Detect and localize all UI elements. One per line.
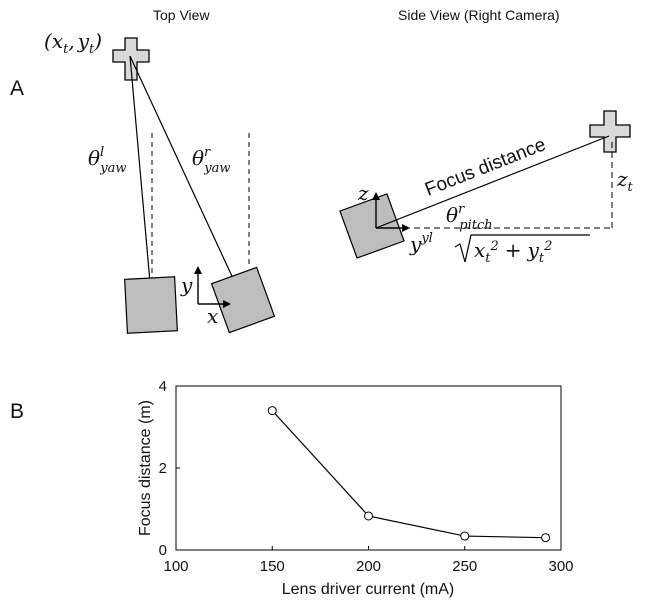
y-tick-label: 0 bbox=[159, 542, 167, 559]
x-tick-label: 250 bbox=[452, 558, 477, 575]
right-camera-sight-line bbox=[129, 55, 244, 301]
horizontal-distance-formula: xt2 + yt2 bbox=[454, 234, 590, 266]
z-t-label: zt bbox=[616, 167, 634, 195]
y-tick-label: 2 bbox=[159, 460, 167, 477]
x-tick-label: 150 bbox=[260, 558, 285, 575]
focus-distance-line bbox=[375, 135, 610, 229]
target-coordinate-label: (xt, yt) bbox=[44, 29, 102, 57]
left-camera-sight-line bbox=[129, 55, 153, 306]
right-camera bbox=[210, 266, 276, 334]
top-view-title: Top View bbox=[153, 7, 210, 23]
panel-a-label: A bbox=[10, 77, 24, 100]
data-point bbox=[267, 406, 277, 416]
theta-yaw-right-label: θr yaw bbox=[192, 145, 231, 176]
axis-z-label: z bbox=[357, 181, 369, 205]
svg-text:xt2+yt2: xt2 + yt2 bbox=[474, 238, 552, 266]
series-line bbox=[271, 410, 546, 539]
axis-x-label: x bbox=[207, 304, 218, 328]
axis-yyl-label: yyl bbox=[409, 231, 433, 256]
data-point bbox=[460, 531, 470, 541]
theta-yaw-left-label: θl yaw bbox=[88, 145, 126, 176]
focus-distance-chart: 100 150 200 250 300 0 2 4 Lens driver current … bbox=[137, 378, 574, 598]
y-tick-label: 4 bbox=[159, 378, 167, 395]
x-tick-label: 200 bbox=[356, 558, 381, 575]
x-axis-label: Lens driver current (mA) bbox=[282, 581, 455, 598]
panel-b-label: B bbox=[10, 400, 24, 423]
plot-frame bbox=[175, 385, 562, 551]
left-camera bbox=[123, 276, 179, 334]
axis-y-label: y bbox=[180, 273, 193, 297]
xy-axis-indicator bbox=[194, 266, 231, 308]
y-axis-label: Focus distance (m) bbox=[137, 400, 154, 536]
data-point bbox=[364, 511, 373, 521]
x-tick-label: 300 bbox=[548, 558, 573, 575]
x-tick-label: 100 bbox=[163, 558, 188, 575]
side-target-cross bbox=[589, 110, 631, 153]
data-point bbox=[541, 533, 551, 543]
side-view-title: Side View (Right Camera) bbox=[398, 7, 560, 23]
side-camera bbox=[339, 193, 405, 259]
theta-pitch-label: θr pitch bbox=[446, 202, 493, 233]
